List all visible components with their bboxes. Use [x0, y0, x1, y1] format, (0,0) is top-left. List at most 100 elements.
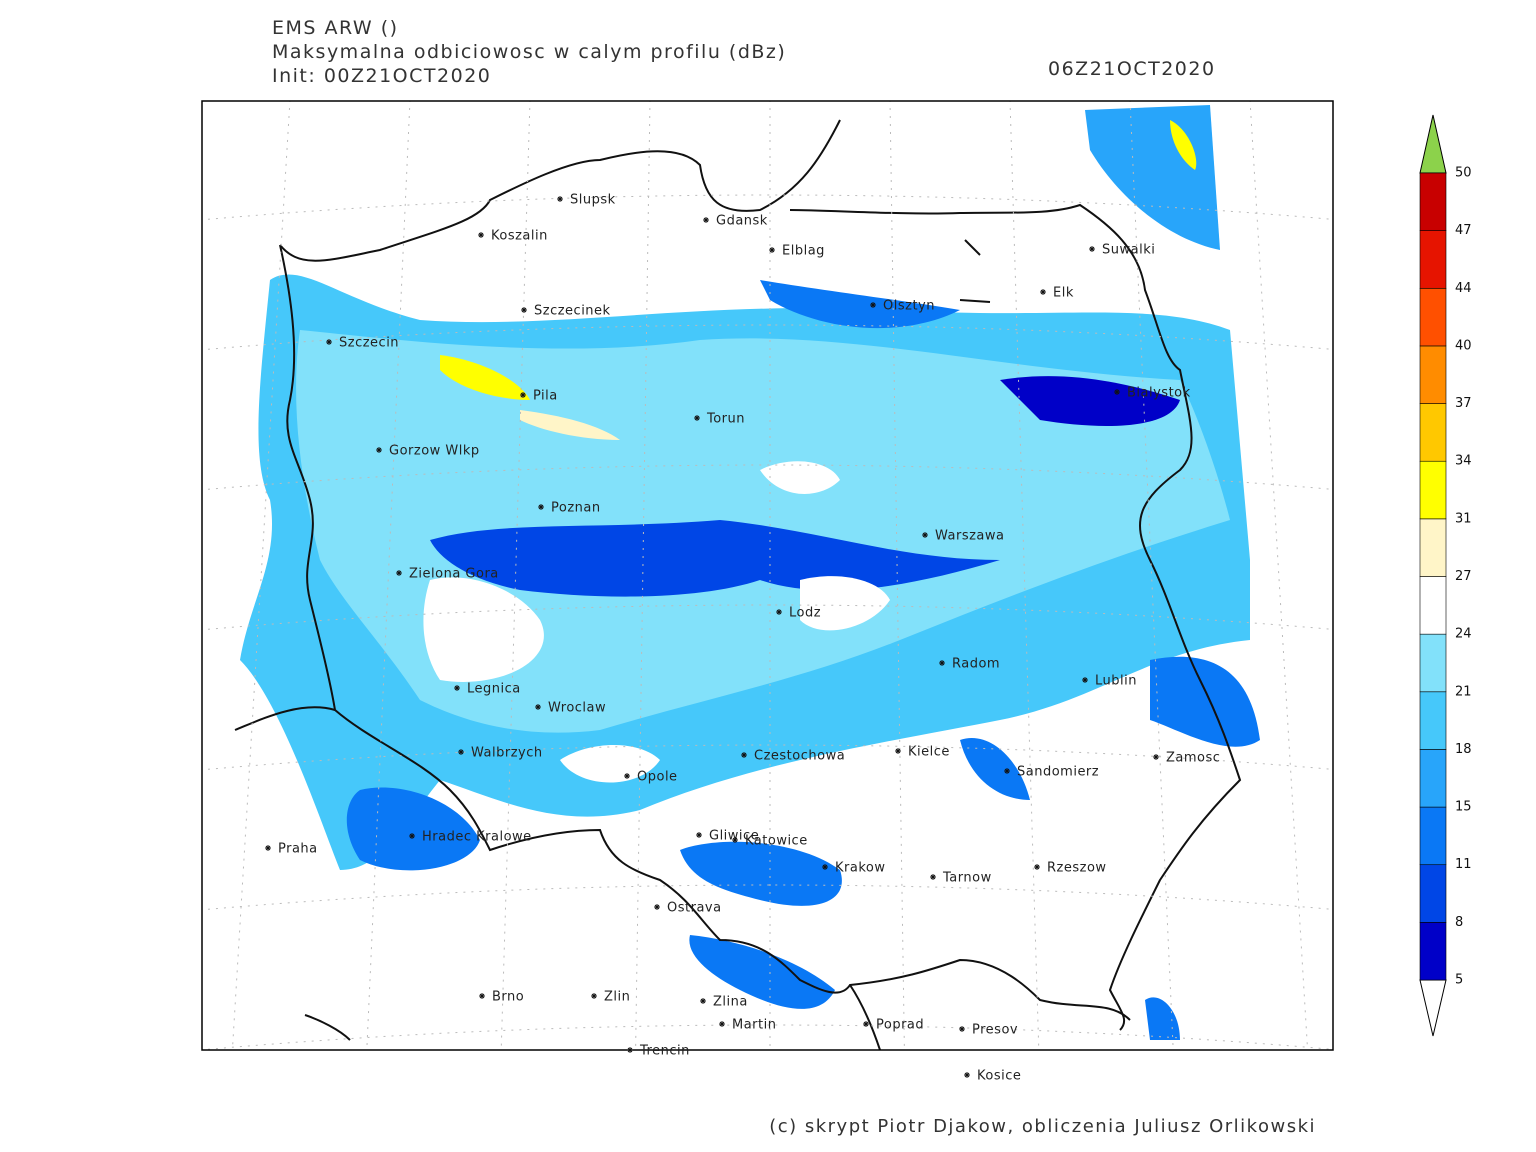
city-label: Torun [706, 412, 745, 427]
graticule-line [231, 101, 291, 1050]
echo-region [1170, 120, 1197, 170]
colorbar-label: 31 [1455, 511, 1472, 526]
colorbar-band [1419, 922, 1447, 981]
colorbar-label: 37 [1455, 396, 1472, 411]
city-label: Elk [1053, 286, 1074, 301]
city-marker [1153, 754, 1159, 760]
city-label: Tarnow [942, 871, 992, 886]
city-marker [922, 532, 928, 538]
echo-region [760, 280, 960, 329]
echo-region [1085, 105, 1220, 250]
city-marker [863, 1021, 869, 1027]
city-marker [627, 1047, 633, 1053]
city-label: Koszalin [491, 229, 548, 244]
echo-region [800, 576, 890, 631]
graticule-line [1249, 101, 1309, 1050]
under-triangle [1419, 979, 1447, 1037]
graticule-line [1009, 101, 1040, 1050]
graticule-line [202, 744, 1333, 771]
colorbar-label: 50 [1455, 166, 1472, 181]
city-marker [376, 447, 382, 453]
model-name: EMS ARW () [272, 17, 399, 39]
city-marker [409, 833, 415, 839]
city-layer: Slupsk Koszalin Gdansk Elblag Suwalki Olsztyn… [265, 193, 1220, 1038]
city-marker [700, 998, 706, 1004]
city-marker [870, 302, 876, 308]
city-label: Gdansk [716, 214, 768, 229]
city-label: Praha [278, 842, 318, 857]
city-marker [654, 904, 660, 910]
colorbar-band [1419, 806, 1447, 866]
colorbar-label: 21 [1455, 684, 1472, 699]
city-label: Ostrava [667, 901, 722, 916]
city-label: Krakow [835, 861, 886, 876]
map-area: Slupsk Koszalin Gdansk Elblag Suwalki Olsztyn… [202, 101, 1333, 1050]
colorbar-band [1419, 749, 1447, 808]
city-label: Opole [637, 770, 678, 785]
colorbar-band [1419, 518, 1447, 577]
city-label: Zamosc [1166, 751, 1220, 766]
colorbar-label: 5 [1455, 973, 1463, 988]
graticule-line [366, 101, 411, 1050]
over-triangle [1419, 114, 1447, 174]
graticule-line [202, 324, 1333, 351]
colorbar-band [1419, 460, 1447, 520]
city-label: Bialystok [1127, 386, 1191, 401]
city-label: Wroclaw [548, 701, 606, 716]
city-marker [964, 1072, 970, 1078]
city-marker [1089, 246, 1095, 252]
city-label: Poznan [551, 501, 601, 516]
colorbar-band [1419, 403, 1447, 462]
city-label: Zlin [604, 990, 630, 1005]
valid-time: 06Z21OCT2020 [1048, 58, 1216, 80]
colorbar-label: 44 [1455, 281, 1472, 296]
city-label: Brno [492, 990, 524, 1005]
colorbar-band [1419, 287, 1447, 347]
credits: (c) skrypt Piotr Djakow, obliczenia Juli… [769, 1116, 1316, 1137]
colorbar-label: 15 [1455, 800, 1472, 815]
graticule-line [202, 1024, 1333, 1050]
city-marker [776, 609, 782, 615]
city-label: Zlina [713, 995, 748, 1010]
city-marker [1114, 389, 1120, 395]
colorbar-label: 40 [1455, 338, 1472, 353]
graticule-line [202, 884, 1333, 911]
city-marker [624, 773, 630, 779]
city-label: Walbrzych [471, 746, 543, 761]
city-marker [1034, 864, 1040, 870]
map-frame [201, 100, 1334, 1051]
city-label: Presov [972, 1023, 1018, 1038]
city-label: Gliwice [709, 829, 759, 844]
city-label: Zielona Gora [409, 567, 499, 582]
city-label: Sandomierz [1017, 765, 1099, 780]
city-marker [458, 749, 464, 755]
city-label: Kosice [977, 1069, 1021, 1084]
graticule [202, 101, 1333, 1050]
city-label: Poprad [876, 1018, 924, 1033]
city-label: Pila [533, 389, 558, 404]
colorbar-band [1419, 230, 1447, 289]
city-marker [538, 504, 544, 510]
city-label: Warszawa [935, 529, 1005, 544]
colorbar-label: 8 [1455, 915, 1463, 930]
colorbar-band [1419, 576, 1447, 635]
city-marker [478, 232, 484, 238]
colorbar-label: 27 [1455, 569, 1472, 584]
city-marker [454, 685, 460, 691]
city-marker [822, 864, 828, 870]
city-label: Slupsk [570, 193, 616, 208]
echo-gap [423, 461, 840, 783]
outside-city-layer: Trencin Kosice [627, 1044, 1021, 1084]
graticule-line [1129, 101, 1174, 1050]
city-label: Hradec Kralowe [422, 830, 532, 845]
map-title: Maksymalna odbiciowosc w calym profilu (… [272, 41, 786, 63]
city-label: Lodz [789, 606, 821, 621]
city-marker [396, 570, 402, 576]
city-marker [1040, 289, 1046, 295]
init-time: Init: 00Z21OCT2020 [272, 65, 491, 87]
city-marker [696, 832, 702, 838]
city-label: Legnica [467, 682, 521, 697]
colorbar-band [1419, 864, 1447, 923]
city-marker [479, 993, 485, 999]
